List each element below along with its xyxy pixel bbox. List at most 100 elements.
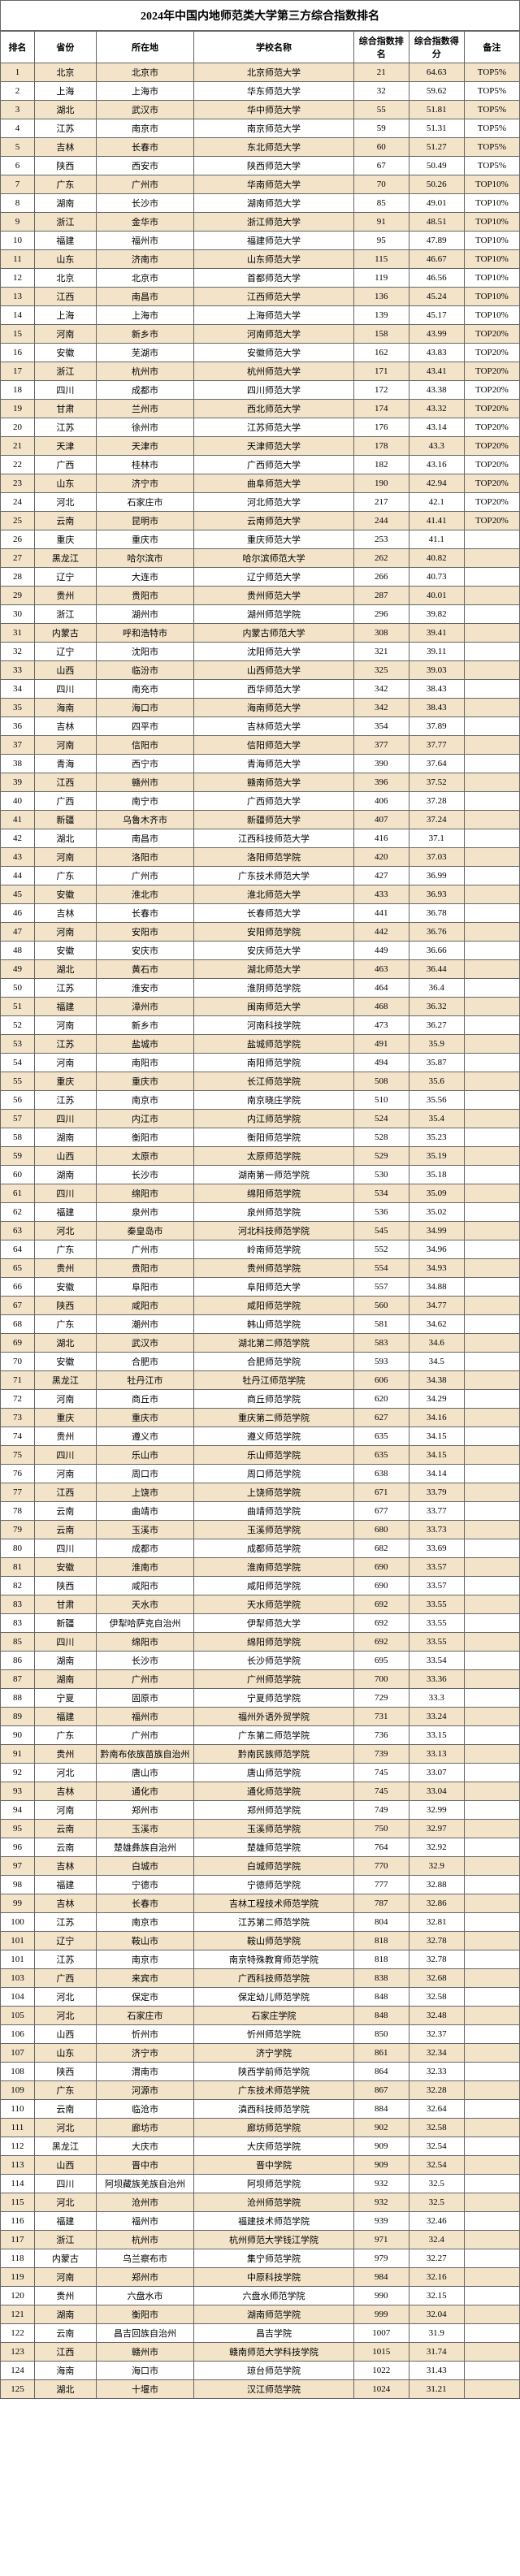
cell-remark xyxy=(464,1577,519,1595)
cell-rank: 14 xyxy=(1,306,35,325)
cell-province: 云南 xyxy=(34,1502,96,1521)
cell-idx-score: 35.56 xyxy=(409,1091,464,1110)
table-row: 118内蒙古乌兰察布市集宁师范学院97932.27 xyxy=(1,2249,520,2268)
cell-rank: 94 xyxy=(1,1801,35,1820)
cell-remark xyxy=(464,1390,519,1409)
cell-rank: 93 xyxy=(1,1782,35,1801)
cell-idx-score: 32.86 xyxy=(409,1894,464,1913)
cell-remark: TOP20% xyxy=(464,474,519,493)
cell-rank: 112 xyxy=(1,2137,35,2156)
cell-remark: TOP20% xyxy=(464,381,519,400)
cell-remark xyxy=(464,1465,519,1483)
cell-remark: TOP20% xyxy=(464,512,519,530)
cell-idx-rank: 464 xyxy=(353,979,409,998)
cell-remark xyxy=(464,1128,519,1147)
cell-idx-score: 37.03 xyxy=(409,848,464,867)
cell-idx-rank: 583 xyxy=(353,1334,409,1353)
cell-city: 晋中市 xyxy=(96,2156,193,2175)
cell-school: 河南师范大学 xyxy=(194,325,353,344)
cell-remark xyxy=(464,1278,519,1297)
cell-school: 河南科技学院 xyxy=(194,1016,353,1035)
cell-idx-rank: 884 xyxy=(353,2100,409,2119)
cell-idx-score: 37.64 xyxy=(409,755,464,773)
table-row: 87湖南广州市广州师范学院70033.36 xyxy=(1,1670,520,1689)
cell-school: 遵义师范学院 xyxy=(194,1427,353,1446)
cell-city: 长春市 xyxy=(96,138,193,157)
cell-province: 贵州 xyxy=(34,2287,96,2305)
cell-remark xyxy=(464,1708,519,1726)
cell-idx-score: 33.55 xyxy=(409,1633,464,1652)
cell-idx-score: 36.32 xyxy=(409,998,464,1016)
cell-province: 江苏 xyxy=(34,119,96,138)
cell-province: 云南 xyxy=(34,2324,96,2343)
cell-rank: 118 xyxy=(1,2249,35,2268)
cell-idx-score: 32.37 xyxy=(409,2025,464,2044)
cell-school: 安庆师范大学 xyxy=(194,942,353,960)
cell-school: 广东技术师范大学 xyxy=(194,867,353,885)
cell-school: 陕西师范大学 xyxy=(194,157,353,175)
cell-idx-score: 34.38 xyxy=(409,1371,464,1390)
table-row: 101江苏南京市南京特殊教育师范学院81832.78 xyxy=(1,1950,520,1969)
cell-idx-rank: 171 xyxy=(353,362,409,381)
cell-idx-rank: 850 xyxy=(353,2025,409,2044)
cell-idx-rank: 528 xyxy=(353,1128,409,1147)
cell-city: 绵阳市 xyxy=(96,1633,193,1652)
table-row: 57四川内江市内江师范学院52435.4 xyxy=(1,1110,520,1128)
cell-school: 湖南师范学院 xyxy=(194,2305,353,2324)
cell-idx-score: 35.4 xyxy=(409,1110,464,1128)
cell-province: 陕西 xyxy=(34,2063,96,2081)
cell-remark xyxy=(464,549,519,568)
cell-city: 北京市 xyxy=(96,63,193,82)
cell-school: 南阳师范学院 xyxy=(194,1054,353,1072)
cell-city: 淮北市 xyxy=(96,885,193,904)
cell-rank: 34 xyxy=(1,680,35,699)
table-row: 13江西南昌市江西师范大学13645.24TOP10% xyxy=(1,288,520,306)
cell-city: 安庆市 xyxy=(96,942,193,960)
cell-idx-rank: 530 xyxy=(353,1166,409,1184)
cell-rank: 10 xyxy=(1,232,35,250)
cell-idx-score: 32.78 xyxy=(409,1932,464,1950)
cell-idx-score: 34.14 xyxy=(409,1465,464,1483)
cell-school: 上饶师范学院 xyxy=(194,1483,353,1502)
table-row: 121湖南衡阳市湖南师范学院99932.04 xyxy=(1,2305,520,2324)
cell-province: 河南 xyxy=(34,923,96,942)
cell-idx-score: 32.15 xyxy=(409,2287,464,2305)
cell-idx-score: 38.43 xyxy=(409,680,464,699)
table-row: 3湖北武汉市华中师范大学5551.81TOP5% xyxy=(1,101,520,119)
cell-idx-score: 33.07 xyxy=(409,1764,464,1782)
cell-school: 福建师范大学 xyxy=(194,232,353,250)
cell-school: 湖北师范大学 xyxy=(194,960,353,979)
cell-rank: 18 xyxy=(1,381,35,400)
cell-school: 玉溪师范学院 xyxy=(194,1820,353,1838)
cell-rank: 35 xyxy=(1,699,35,717)
cell-idx-rank: 745 xyxy=(353,1782,409,1801)
cell-rank: 66 xyxy=(1,1278,35,1297)
cell-idx-score: 33.57 xyxy=(409,1577,464,1595)
cell-province: 海南 xyxy=(34,699,96,717)
cell-school: 山西师范大学 xyxy=(194,661,353,680)
cell-school: 玉溪师范学院 xyxy=(194,1521,353,1539)
cell-province: 河南 xyxy=(34,1054,96,1072)
cell-idx-rank: 115 xyxy=(353,250,409,269)
table-row: 1北京北京市北京师范大学2164.63TOP5% xyxy=(1,63,520,82)
cell-province: 江西 xyxy=(34,773,96,792)
cell-idx-score: 46.56 xyxy=(409,269,464,288)
cell-idx-score: 31.21 xyxy=(409,2380,464,2399)
table-row: 32辽宁沈阳市沈阳师范大学32139.11 xyxy=(1,643,520,661)
cell-idx-rank: 342 xyxy=(353,699,409,717)
cell-idx-rank: 536 xyxy=(353,1203,409,1222)
table-row: 64广东广州市岭南师范学院55234.96 xyxy=(1,1240,520,1259)
table-row: 15河南新乡市河南师范大学15843.99TOP20% xyxy=(1,325,520,344)
cell-idx-score: 32.58 xyxy=(409,2119,464,2137)
cell-school: 湖南第一师范学院 xyxy=(194,1166,353,1184)
cell-idx-rank: 182 xyxy=(353,456,409,474)
cell-city: 白城市 xyxy=(96,1857,193,1876)
cell-idx-rank: 971 xyxy=(353,2231,409,2249)
cell-school: 东北师范大学 xyxy=(194,138,353,157)
cell-province: 广东 xyxy=(34,867,96,885)
cell-school: 咸阳师范学院 xyxy=(194,1297,353,1315)
cell-city: 临汾市 xyxy=(96,661,193,680)
cell-school: 成都师范学院 xyxy=(194,1539,353,1558)
cell-remark xyxy=(464,1969,519,1988)
cell-remark xyxy=(464,960,519,979)
